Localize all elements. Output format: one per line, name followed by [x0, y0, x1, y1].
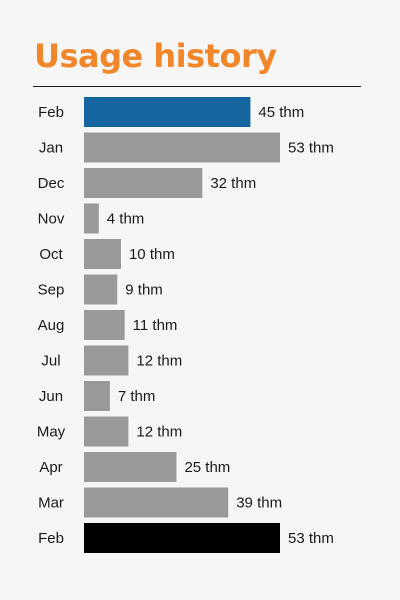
value-label: 7 thm	[118, 388, 156, 405]
usage-bar	[84, 203, 99, 234]
usage-bar	[84, 381, 110, 411]
usage-bar	[84, 310, 125, 340]
value-label: 10 thm	[129, 246, 175, 263]
value-label: 39 thm	[236, 495, 282, 512]
value-label: 4 thm	[107, 211, 145, 228]
chart-title: Usage history	[34, 37, 277, 75]
value-label: 53 thm	[288, 140, 334, 157]
usage-bar	[84, 239, 121, 269]
value-label: 25 thm	[184, 459, 230, 476]
usage-bar	[84, 274, 118, 305]
usage-bar	[84, 345, 129, 376]
category-label: Feb	[38, 104, 64, 121]
usage-bar	[84, 97, 251, 127]
category-label: May	[37, 424, 66, 441]
usage-bar	[84, 487, 229, 518]
value-label: 32 thm	[210, 175, 256, 192]
value-label: 9 thm	[125, 282, 163, 299]
value-label: 53 thm	[288, 530, 334, 547]
value-label: 12 thm	[136, 353, 182, 370]
value-label: 12 thm	[136, 424, 182, 441]
usage-bar	[84, 523, 280, 553]
category-label: Apr	[39, 459, 62, 476]
value-label: 45 thm	[258, 104, 304, 121]
usage-bar	[84, 452, 177, 482]
usage-bar	[84, 168, 203, 198]
value-label: 11 thm	[133, 317, 178, 334]
category-label: Nov	[38, 211, 65, 228]
usage-bar	[84, 132, 280, 163]
category-label: Aug	[38, 317, 65, 334]
category-label: Jun	[39, 388, 63, 405]
category-label: Oct	[39, 246, 63, 263]
category-label: Dec	[38, 175, 65, 192]
title-divider	[33, 86, 361, 87]
category-label: Mar	[38, 495, 64, 512]
usage-bar	[84, 416, 129, 447]
category-label: Sep	[38, 282, 65, 299]
category-label: Jan	[39, 140, 63, 157]
category-label: Jul	[41, 353, 60, 370]
category-label: Feb	[38, 530, 64, 547]
